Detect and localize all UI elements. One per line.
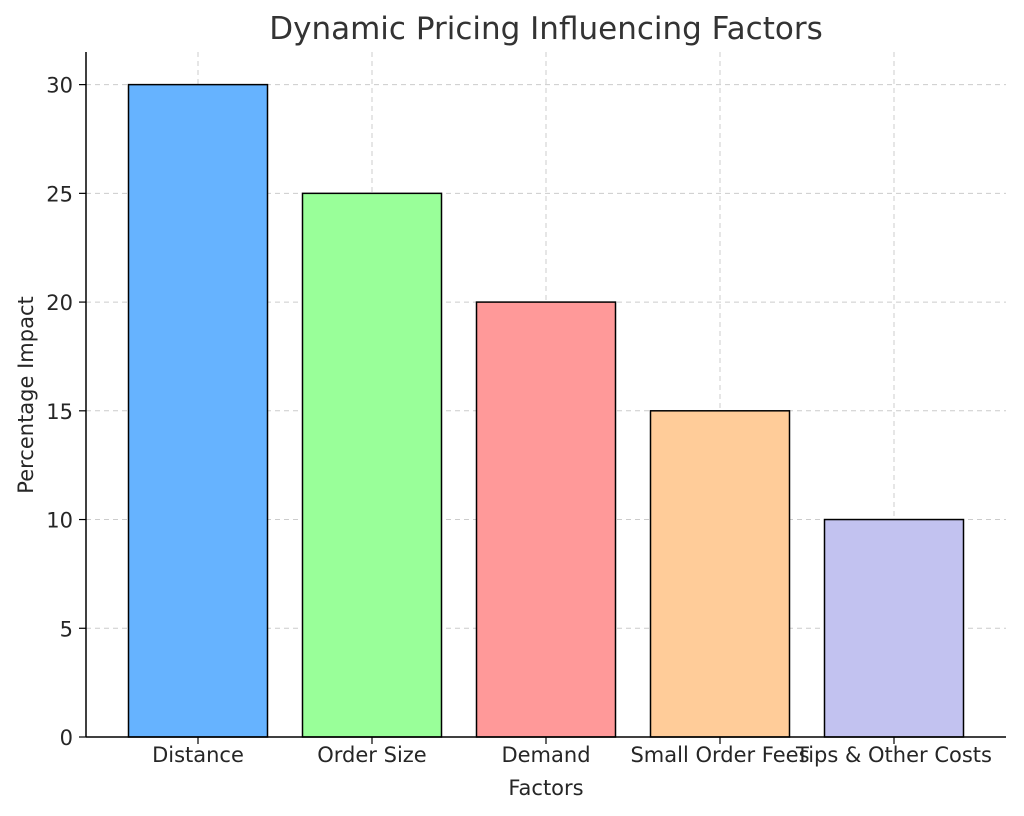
x-ticks: Distance Order Size Demand Small Order Fees… xyxy=(152,737,992,767)
bar xyxy=(823,518,965,738)
y-tick-label: 0 xyxy=(60,726,73,750)
x-tick-label: Demand xyxy=(501,743,590,767)
x-tick-label: Small Order Fees xyxy=(630,743,809,767)
x-tick-label: Distance xyxy=(152,743,244,767)
y-tick-label: 25 xyxy=(46,182,73,206)
x-axis-label: Factors xyxy=(508,776,583,800)
bar xyxy=(301,192,443,738)
y-tick-label: 15 xyxy=(46,400,73,424)
x-tick-label: Order Size xyxy=(317,743,426,767)
y-tick-label: 10 xyxy=(46,509,73,533)
y-tick-label: 30 xyxy=(46,74,73,98)
bars xyxy=(127,83,965,738)
y-ticks: 0 5 10 15 20 25 30 xyxy=(46,74,86,750)
y-tick-label: 20 xyxy=(46,291,73,315)
y-tick-label: 5 xyxy=(60,617,73,641)
bar xyxy=(649,410,791,738)
chart-title: Dynamic Pricing Influencing Factors xyxy=(269,11,822,47)
y-axis-label: Percentage Impact xyxy=(14,296,38,493)
x-tick-label: Tips & Other Costs xyxy=(795,743,992,767)
bar xyxy=(475,301,617,738)
bar xyxy=(127,83,269,738)
